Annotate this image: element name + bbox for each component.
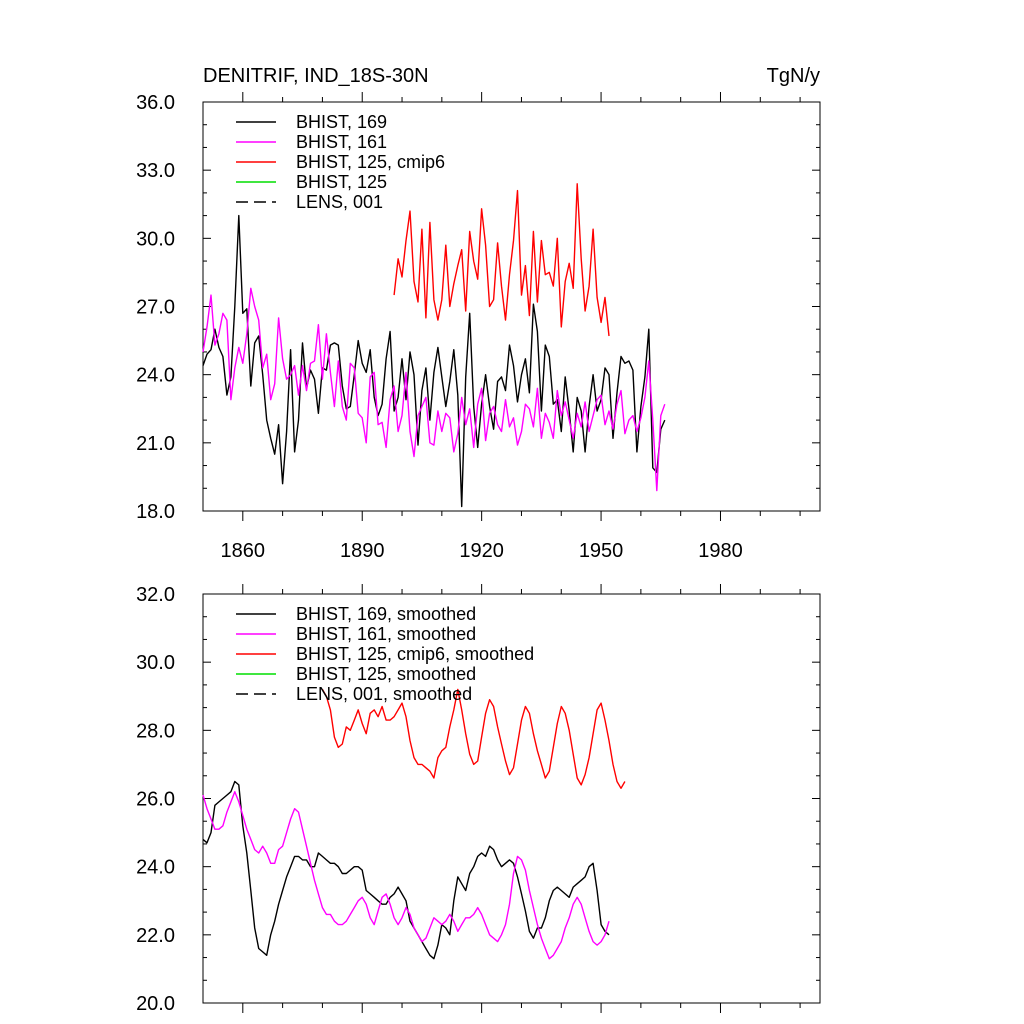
y-tick-label: 26.0 bbox=[136, 789, 175, 811]
y-tick-label: 27.0 bbox=[136, 297, 175, 319]
legend-label: BHIST, 169, smoothed bbox=[296, 604, 476, 624]
series-line bbox=[202, 791, 610, 960]
legend-label: BHIST, 125, cmip6 bbox=[296, 152, 445, 172]
legend-label: BHIST, 161, smoothed bbox=[296, 624, 476, 644]
y-tick-label: 33.0 bbox=[136, 160, 175, 182]
y-tick-label: 24.0 bbox=[136, 857, 175, 879]
legend-label: BHIST, 169 bbox=[296, 112, 387, 132]
y-tick-label: 28.0 bbox=[136, 720, 175, 742]
legend-label: BHIST, 125 bbox=[296, 172, 387, 192]
legend-label: BHIST, 161 bbox=[296, 132, 387, 152]
x-tick-label: 1950 bbox=[579, 540, 624, 562]
x-tick-label: 1920 bbox=[459, 540, 504, 562]
chart-panel-bottom: 20.0 22.0 24.0 26.0 28.0 30.0 32.0 BHIST, 169, … bbox=[136, 584, 821, 1015]
y-tick-label: 21.0 bbox=[136, 433, 175, 455]
series-line bbox=[202, 780, 610, 960]
chart-title: DENITRIF, IND_18S-30N bbox=[203, 65, 429, 87]
x-tick-label: 1890 bbox=[340, 540, 385, 562]
y-tick-label: 30.0 bbox=[136, 652, 175, 674]
y-tick-label: 30.0 bbox=[136, 228, 175, 250]
chart-units: TgN/y bbox=[767, 65, 820, 87]
x-tick-label: 1980 bbox=[698, 540, 743, 562]
legend-label: BHIST, 125, cmip6, smoothed bbox=[296, 644, 534, 664]
y-tick-label: 36.0 bbox=[136, 92, 175, 114]
chart-panel-top: 18.0 21.0 24.0 27.0 30.0 33.0 36.0 1860 1890 1920… bbox=[136, 92, 821, 562]
y-tick-label: 20.0 bbox=[136, 993, 175, 1015]
x-tick-label: 1860 bbox=[221, 540, 266, 562]
series-line bbox=[393, 183, 610, 337]
y-tick-label: 18.0 bbox=[136, 501, 175, 523]
series-line bbox=[321, 688, 626, 789]
series-line bbox=[202, 287, 666, 492]
legend-label: BHIST, 125, smoothed bbox=[296, 664, 476, 684]
y-tick-label: 22.0 bbox=[136, 925, 175, 947]
y-tick-label: 24.0 bbox=[136, 365, 175, 387]
legend-label: LENS, 001 bbox=[296, 192, 383, 212]
y-tick-label: 32.0 bbox=[136, 584, 175, 606]
legend-label: LENS, 001, smoothed bbox=[296, 684, 472, 704]
